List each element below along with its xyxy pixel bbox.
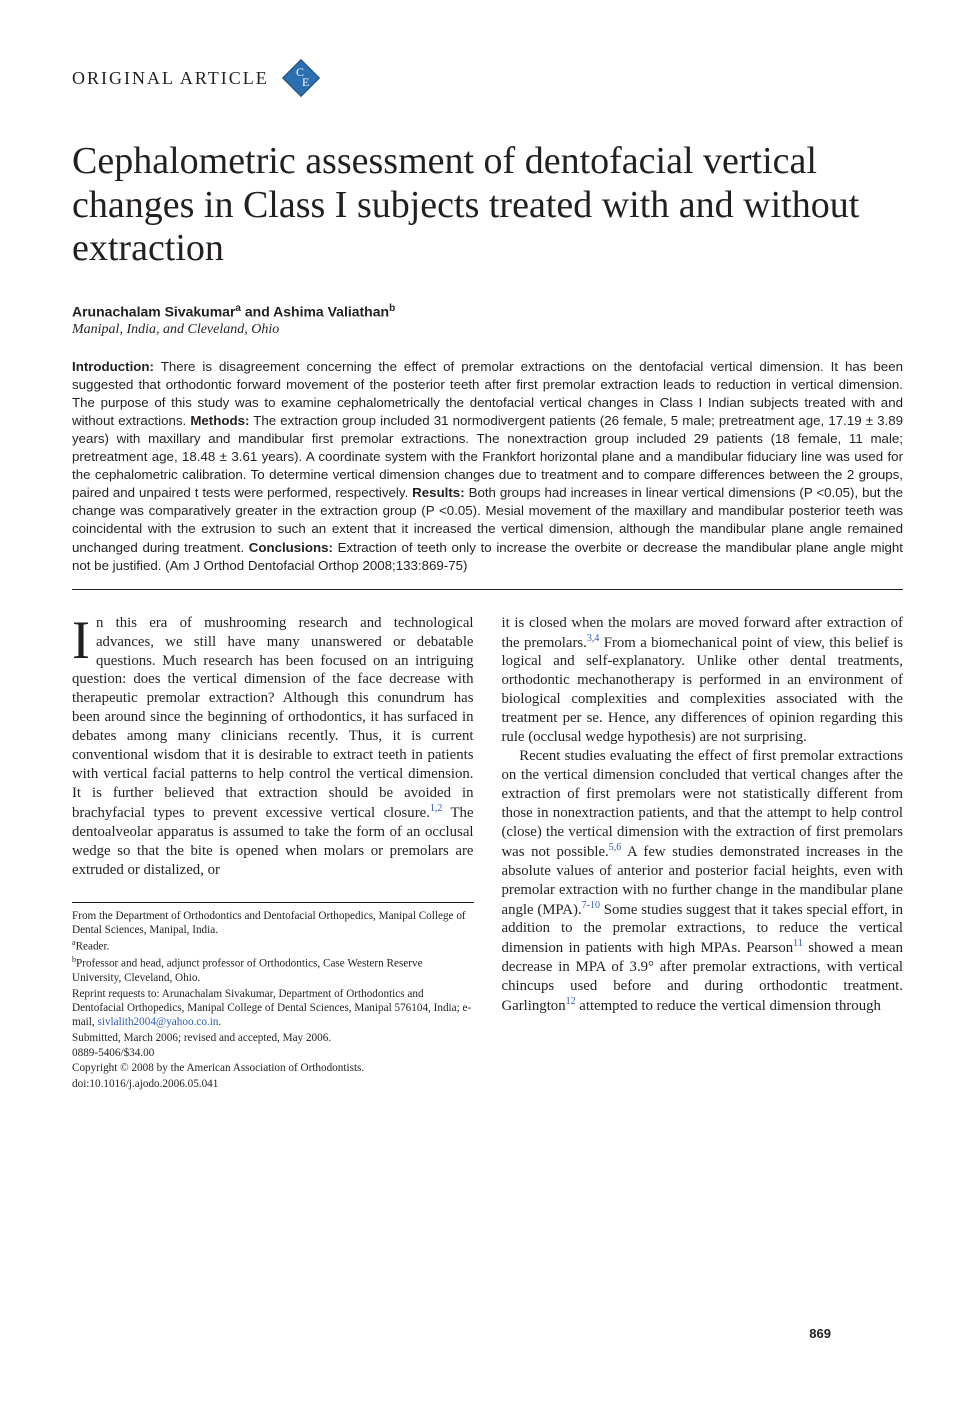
ref-12[interactable]: 12 [566,996,576,1007]
abstract-results-label: Results: [412,485,464,500]
two-column-body: In this era of mushrooming research and … [72,614,903,1092]
affiliation-line: Manipal, India, and Cleveland, Ohio [72,322,903,338]
ref-3-4[interactable]: 3,4 [587,633,600,644]
ref-11[interactable]: 11 [793,938,803,949]
body-para-3: Recent studies evaluating the effect of … [502,747,904,1016]
page-number: 869 [809,1326,831,1341]
divider [72,589,903,590]
body-para-2: it is closed when the molars are moved f… [502,614,904,747]
reprint-email-link[interactable]: sivlalith2004@yahoo.co.in [97,1016,218,1028]
section-label: ORIGINAL ARTICLE [72,68,269,89]
ref-1-2[interactable]: 1,2 [430,803,443,814]
author-2-sup: b [389,303,395,314]
abstract-conclusions-label: Conclusions: [249,540,333,555]
footnote-reprint-tail: . [218,1016,221,1028]
left-column: In this era of mushrooming research and … [72,614,474,1092]
abstract-methods-label: Methods: [190,413,249,428]
authors-joiner: and [241,304,273,320]
right-column: it is closed when the molars are moved f… [502,614,904,1092]
ref-7-10[interactable]: 7-10 [582,900,600,911]
footnote-block: From the Department of Orthodontics and … [72,902,474,1091]
author-1: Arunachalam Sivakumar [72,304,235,320]
article-title: Cephalometric assessment of dentofacial … [72,140,903,271]
footnote-issn: 0889-5406/$34.00 [72,1046,474,1060]
badge-letter-e: E [302,75,309,89]
ce-badge-icon: C E [279,56,323,100]
footnote-a-text: Reader. [76,941,110,953]
p1-a: n this era of mushrooming research and t… [72,615,474,821]
abstract-intro-label: Introduction: [72,359,154,374]
body-para-1: In this era of mushrooming research and … [72,614,474,880]
p3-e: attempted to reduce the vertical dimensi… [576,998,881,1014]
footnote-doi: doi:10.1016/j.ajodo.2006.05.041 [72,1077,474,1091]
author-2: Ashima Valiathan [273,304,389,320]
section-header: ORIGINAL ARTICLE C E [72,56,903,100]
footnote-a: aReader. [72,938,474,954]
p2-b: From a biomechanical point of view, this… [502,635,904,746]
footnote-affil: From the Department of Orthodontics and … [72,909,474,938]
abstract: Introduction: There is disagreement conc… [72,358,903,575]
footnote-b: bProfessor and head, adjunct professor o… [72,955,474,985]
footnote-copyright: Copyright © 2008 by the American Associa… [72,1061,474,1075]
authors: Arunachalam Sivakumara and Ashima Valiat… [72,303,903,320]
footnote-b-text: Professor and head, adjunct professor of… [72,958,423,984]
footnote-reprint: Reprint requests to: Arunachalam Sivakum… [72,987,474,1030]
ref-5-6[interactable]: 5,6 [609,842,622,853]
footnote-submitted: Submitted, March 2006; revised and accep… [72,1031,474,1045]
